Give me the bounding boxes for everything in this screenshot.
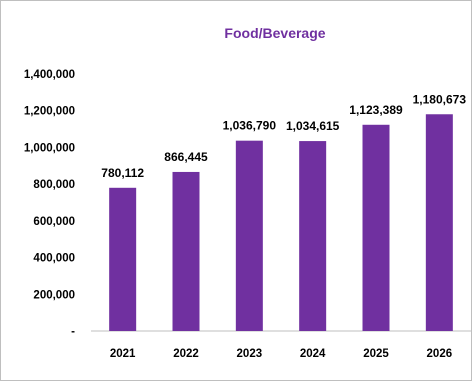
y-tick-label: 1,200,000 — [24, 106, 75, 118]
y-tick-label: 200,000 — [33, 289, 75, 301]
data-label: 1,036,790 — [223, 119, 277, 133]
y-tick-label: 600,000 — [33, 216, 75, 228]
bar-2025 — [362, 124, 390, 331]
bar-2022 — [172, 171, 200, 331]
x-tick-label: 2026 — [427, 348, 453, 360]
x-tick-label: 2025 — [363, 348, 389, 360]
x-axis: 2021 2022 2023 2024 2025 2026 — [91, 330, 471, 360]
y-tick-label: 800,000 — [33, 179, 75, 191]
y-axis: - 200,000 400,000 600,000 800,000 1,000,000 1,… — [24, 69, 75, 338]
data-label: 780,112 — [101, 166, 144, 180]
data-label: 866,445 — [164, 150, 208, 164]
data-label: 1,180,673 — [413, 92, 467, 106]
bar-2024 — [299, 141, 327, 331]
chart-title: Food/Beverage — [224, 25, 325, 41]
x-tick-label: 2022 — [173, 348, 199, 360]
x-tick-label: 2021 — [110, 348, 136, 360]
y-tick-label: 1,000,000 — [24, 142, 75, 154]
data-labels: 780,112 866,445 1,036,790 1,034,615 1,123,38… — [101, 92, 466, 180]
bar-2021 — [109, 187, 137, 331]
bar-2023 — [235, 140, 263, 331]
data-label: 1,123,389 — [349, 103, 403, 117]
x-tick-label: 2024 — [300, 348, 326, 360]
y-tick-label: - — [71, 326, 75, 338]
data-label: 1,034,615 — [286, 119, 340, 133]
x-tick-label: 2023 — [237, 348, 263, 360]
y-tick-label: 400,000 — [33, 253, 75, 265]
bar-2026 — [425, 114, 453, 331]
y-tick-label: 1,400,000 — [24, 69, 75, 81]
bars — [109, 114, 453, 331]
